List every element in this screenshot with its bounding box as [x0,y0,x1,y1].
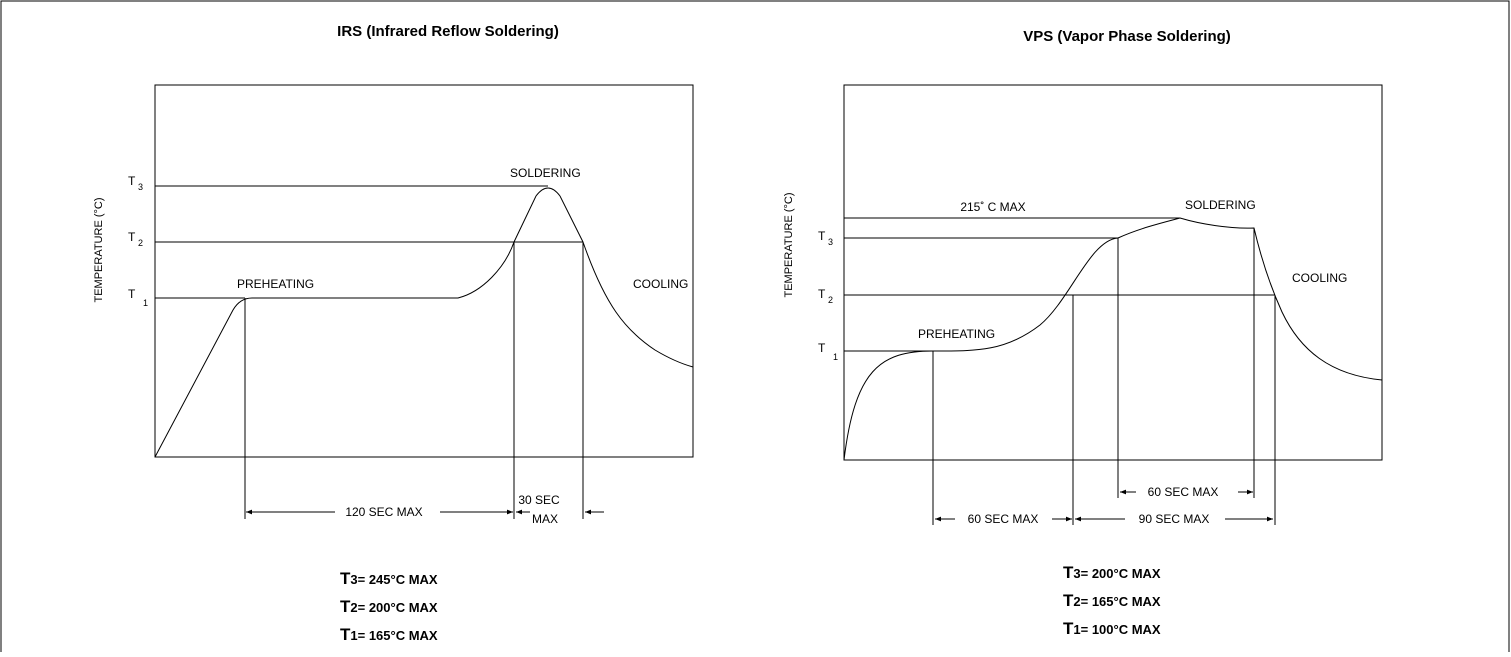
vps-t3-max-equation: T3= 200°C MAX [1063,563,1161,582]
vps-t1-label: T [818,341,826,355]
vps-dim-60-top-label: 60 SEC MAX [1148,485,1219,499]
irs-t3-subscript: 3 [138,182,143,192]
irs-t2-max-equation: T2= 200°C MAX [340,597,438,616]
svg-text:T1= 100°C MAX: T1= 100°C MAX [1063,619,1161,638]
vps-preheating-label: PREHEATING [918,327,995,341]
irs-plot-frame [154,84,694,458]
vps-t3-subscript: 3 [828,237,833,247]
vps-soldering-label: SOLDERING [1185,198,1256,212]
irs-t3-label: T [128,174,136,188]
svg-text:T2= 165°C MAX: T2= 165°C MAX [1063,591,1161,610]
vps-t1-subscript: 1 [833,352,838,362]
irs-dim-30-label-line2: MAX [532,512,558,526]
vps-panel: VPS (Vapor Phase Soldering) TEMPERATURE … [783,28,1383,638]
vps-dim-60-bottom-label: 60 SEC MAX [968,512,1039,526]
svg-text:T2= 200°C MAX: T2= 200°C MAX [340,597,438,616]
irs-dim-120-label: 120 SEC MAX [345,505,422,519]
irs-t1-subscript: 1 [143,298,148,308]
irs-preheating-label: PREHEATING [237,277,314,291]
vps-t1-max-equation: T1= 100°C MAX [1063,619,1161,638]
vps-title: VPS (Vapor Phase Soldering) [1023,28,1231,45]
svg-text:T3= 245°C MAX: T3= 245°C MAX [340,569,438,588]
vps-215-max-label: 215˚ C MAX [960,200,1025,214]
irs-panel: IRS (Infrared Reflow Soldering) TEMPERAT… [93,23,694,644]
vps-t2-max-equation: T2= 165°C MAX [1063,591,1161,610]
irs-soldering-label: SOLDERING [510,166,581,180]
irs-cooling-label: COOLING [633,277,688,291]
irs-title: IRS (Infrared Reflow Soldering) [337,23,559,40]
vps-t2-subscript: 2 [828,295,833,305]
svg-text:T1= 165°C MAX: T1= 165°C MAX [340,625,438,644]
irs-y-axis-label: TEMPERATURE (°C) [93,197,105,302]
vps-cooling-label: COOLING [1292,271,1347,285]
svg-text:T3= 200°C MAX: T3= 200°C MAX [1063,563,1161,582]
vps-dim-90-label: 90 SEC MAX [1139,512,1210,526]
irs-t1-label: T [128,287,136,301]
irs-t2-subscript: 2 [138,238,143,248]
irs-t1-max-equation: T1= 165°C MAX [340,625,438,644]
irs-dim-30-label-line1: 30 SEC [518,493,560,507]
irs-t2-label: T [128,230,136,244]
vps-plot-frame [843,84,1383,461]
vps-temperature-curve [843,217,1383,461]
vps-y-axis-label: TEMPERATURE (°C) [783,192,795,297]
vps-t3-label: T [818,229,826,243]
irs-temperature-curve [154,187,694,458]
irs-t3-max-equation: T3= 245°C MAX [340,569,438,588]
vps-t2-label: T [818,287,826,301]
